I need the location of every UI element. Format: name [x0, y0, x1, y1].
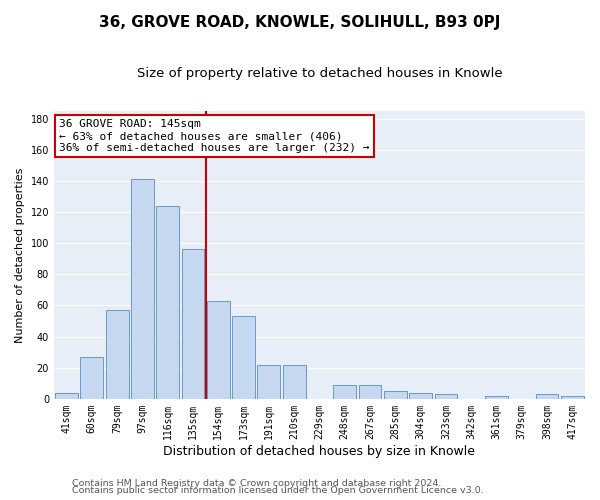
Bar: [131, 180, 154, 399]
Text: Contains HM Land Registry data © Crown copyright and database right 2024.: Contains HM Land Registry data © Crown c…: [72, 478, 442, 488]
Bar: [80, 357, 103, 399]
Bar: [434, 394, 457, 399]
Bar: [283, 364, 305, 399]
Bar: [409, 392, 432, 399]
Bar: [359, 385, 382, 399]
Bar: [257, 364, 280, 399]
Bar: [334, 385, 356, 399]
Bar: [55, 392, 78, 399]
Y-axis label: Number of detached properties: Number of detached properties: [15, 167, 25, 342]
X-axis label: Distribution of detached houses by size in Knowle: Distribution of detached houses by size …: [163, 444, 475, 458]
Text: 36 GROVE ROAD: 145sqm
← 63% of detached houses are smaller (406)
36% of semi-det: 36 GROVE ROAD: 145sqm ← 63% of detached …: [59, 120, 370, 152]
Text: Contains public sector information licensed under the Open Government Licence v3: Contains public sector information licen…: [72, 486, 484, 495]
Bar: [561, 396, 584, 399]
Title: Size of property relative to detached houses in Knowle: Size of property relative to detached ho…: [137, 68, 502, 80]
Bar: [384, 391, 407, 399]
Bar: [182, 250, 205, 399]
Bar: [157, 206, 179, 399]
Bar: [485, 396, 508, 399]
Bar: [207, 301, 230, 399]
Text: 36, GROVE ROAD, KNOWLE, SOLIHULL, B93 0PJ: 36, GROVE ROAD, KNOWLE, SOLIHULL, B93 0P…: [100, 15, 500, 30]
Bar: [106, 310, 128, 399]
Bar: [536, 394, 559, 399]
Bar: [232, 316, 255, 399]
